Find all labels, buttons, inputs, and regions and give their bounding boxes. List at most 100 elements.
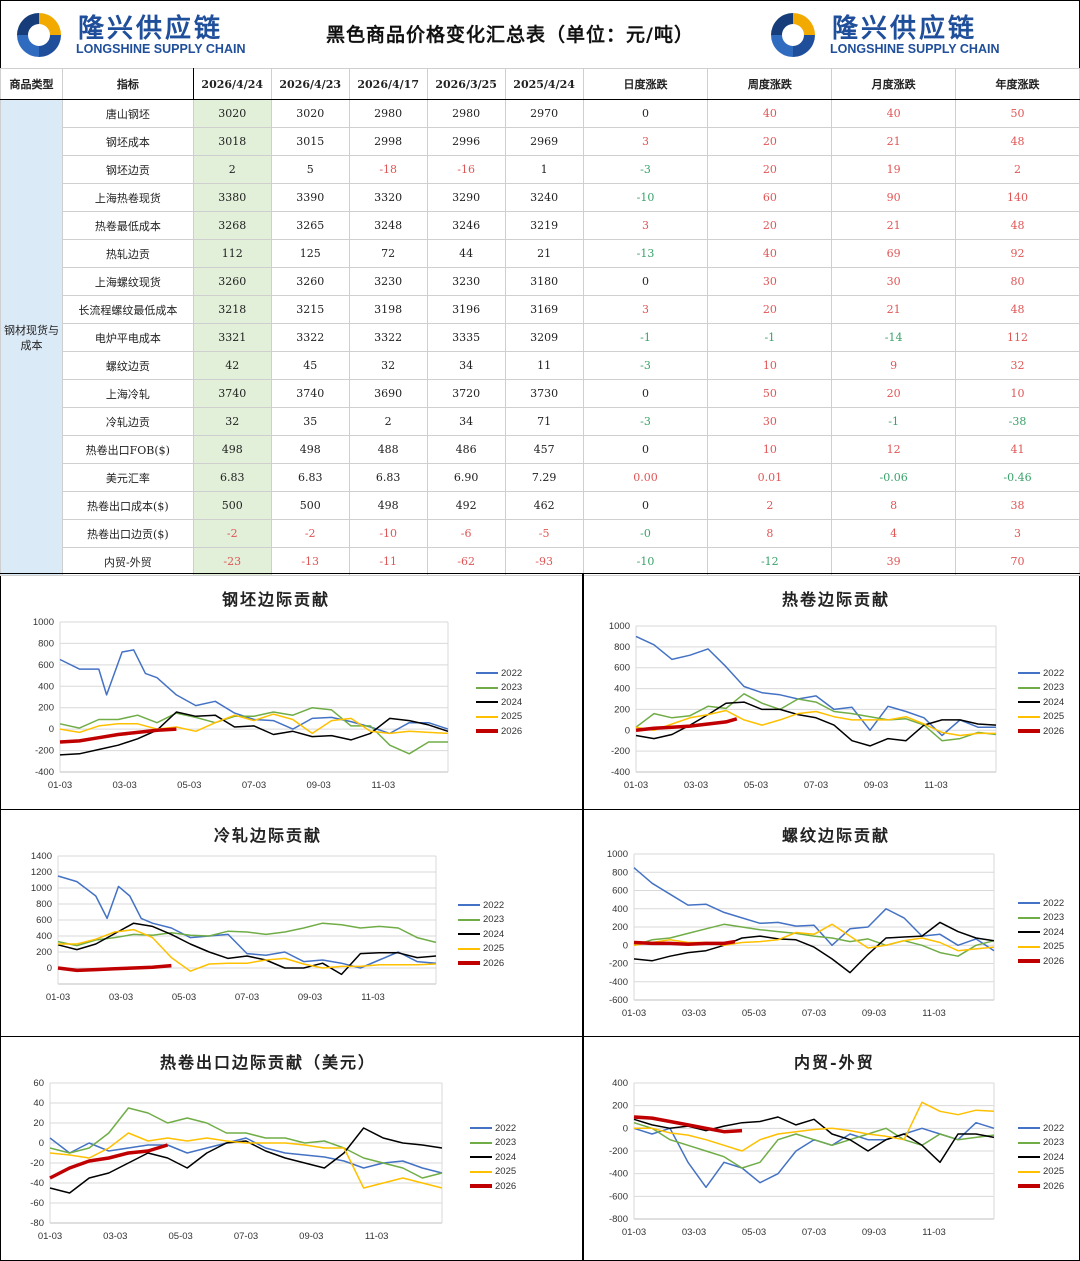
legend-item: 2025 xyxy=(1018,940,1064,955)
value-cell: 7.29 xyxy=(504,463,584,492)
x-tick-label: 09-03 xyxy=(862,1008,886,1019)
legend-label: 2025 xyxy=(1043,1166,1065,1178)
legend-item: 2025 xyxy=(476,710,522,725)
value-cell: 6.83 xyxy=(348,463,428,492)
legend-label: 2022 xyxy=(483,899,505,911)
chart-title: 内贸-外贸 xyxy=(794,1053,875,1072)
change-cell: 30 xyxy=(707,267,833,296)
series-line-2024 xyxy=(49,1127,443,1194)
change-cell: -13 xyxy=(582,239,709,268)
table-row: 长流程螺纹最低成本 3218 3215 3198 3196 3169 3 20 21 48 xyxy=(1,295,1080,324)
series-line-2026 xyxy=(59,727,177,744)
value-cell: 3180 xyxy=(504,267,584,296)
column-header: 2026/4/23 xyxy=(270,68,350,100)
value-cell: 3730 xyxy=(504,379,584,408)
legend-swatch xyxy=(476,701,498,704)
change-cell: 0 xyxy=(582,491,709,520)
legend-item: 2024 xyxy=(1018,925,1064,940)
chart-title: 螺纹边际贡献 xyxy=(782,826,891,845)
x-tick-label: 03-03 xyxy=(682,1008,706,1019)
change-cell: 3 xyxy=(582,127,709,156)
legend-swatch xyxy=(1018,902,1040,905)
legend-item: 2023 xyxy=(458,913,504,928)
y-tick-label: -40 xyxy=(30,1178,44,1189)
series-line-2026 xyxy=(633,939,736,947)
legend-item: 2022 xyxy=(1018,666,1064,681)
indicator-cell: 上海热卷现货 xyxy=(61,183,194,212)
change-cell: -10 xyxy=(582,547,709,576)
table-row: 内贸-外贸 -23 -13 -11 -62 -93 -10 -12 39 70 xyxy=(1,547,1080,576)
column-header: 2026/3/25 xyxy=(426,68,506,100)
change-cell: 12 xyxy=(831,435,957,464)
legend-swatch xyxy=(1018,729,1040,734)
value-cell: 3265 xyxy=(270,211,350,240)
value-cell: 2980 xyxy=(426,99,506,128)
chart-title: 冷轧边际贡献 xyxy=(214,826,323,845)
table-row: 冷轧边贡 32 35 2 34 71 -3 30 -1 -38 xyxy=(1,407,1080,436)
change-cell: 0 xyxy=(582,99,709,128)
legend-swatch xyxy=(1018,945,1040,948)
value-cell: 3321 xyxy=(192,323,272,352)
y-tick-label: 1000 xyxy=(33,617,54,628)
column-header: 2026/4/17 xyxy=(348,68,428,100)
indicator-cell: 上海螺纹现货 xyxy=(61,267,194,296)
indicator-cell: 唐山钢坯 xyxy=(61,99,194,128)
legend-swatch xyxy=(476,686,498,689)
x-tick-label: 03-03 xyxy=(109,992,133,1003)
legend-label: 2024 xyxy=(501,696,523,708)
table-row: 钢坯成本 3018 3015 2998 2996 2969 3 20 21 48 xyxy=(1,127,1080,156)
value-cell: 35 xyxy=(270,407,350,436)
value-cell: 2998 xyxy=(348,127,428,156)
x-tick-label: 07-03 xyxy=(804,780,828,791)
value-cell: 72 xyxy=(348,239,428,268)
y-tick-label: -200 xyxy=(611,746,630,757)
y-tick-label: 0 xyxy=(623,1123,628,1134)
chart-panel-export: 热卷出口边际贡献（美元） -80 -60 -40 -20 0 20 40 60 01-03 03-0… xyxy=(0,1036,582,1261)
legend-swatch xyxy=(1018,1156,1040,1159)
change-cell: 3 xyxy=(955,519,1080,548)
legend-swatch xyxy=(1018,701,1040,704)
change-cell: 21 xyxy=(831,127,957,156)
x-tick-label: 01-03 xyxy=(38,1231,62,1242)
y-tick-label: 800 xyxy=(38,638,54,649)
indicator-cell: 美元汇率 xyxy=(61,463,194,492)
y-tick-label: 800 xyxy=(614,642,630,653)
column-header: 月度涨跌 xyxy=(831,68,957,100)
y-tick-label: 600 xyxy=(614,663,630,674)
change-cell: 2 xyxy=(955,155,1080,184)
legend-label: 2023 xyxy=(1043,682,1065,694)
value-cell: 3290 xyxy=(426,183,506,212)
change-cell: 0.00 xyxy=(582,463,709,492)
y-tick-label: 200 xyxy=(612,922,628,933)
legend-item: 2025 xyxy=(1018,710,1064,725)
legend-label: 2025 xyxy=(483,943,505,955)
chart-svg: -600 -400 -200 0 200 400 600 800 1000 01-03 03-03 0… xyxy=(607,849,995,1019)
value-cell: -2 xyxy=(192,519,272,548)
value-cell: 3020 xyxy=(192,99,272,128)
value-cell: 3230 xyxy=(426,267,506,296)
series-line-2026 xyxy=(57,963,172,973)
series-line-2025 xyxy=(59,713,449,735)
logo-cn-text: 隆兴供应链 xyxy=(832,14,978,44)
column-header: 日度涨跌 xyxy=(582,68,709,100)
legend-item: 2022 xyxy=(458,898,504,913)
value-cell: 500 xyxy=(270,491,350,520)
legend-label: 2025 xyxy=(1043,711,1065,723)
x-tick-label: 11-03 xyxy=(365,1231,389,1242)
x-tick-label: 09-03 xyxy=(307,780,331,791)
series-line-2026 xyxy=(49,1143,169,1180)
chart-title: 钢坯边际贡献 xyxy=(222,590,331,609)
change-cell: 30 xyxy=(707,407,833,436)
change-cell: 40 xyxy=(831,99,957,128)
chart-panel-billet: 钢坯边际贡献 -400 -200 0 200 400 600 800 1000 01-03 03-0… xyxy=(0,573,582,810)
logo-en-text: LONGSHINE SUPPLY CHAIN xyxy=(830,42,1000,56)
series-line-2024 xyxy=(633,921,995,974)
x-tick-label: 01-03 xyxy=(48,780,72,791)
legend-item: 2023 xyxy=(1018,681,1064,696)
value-cell: -13 xyxy=(270,547,350,576)
y-tick-label: -400 xyxy=(35,767,54,778)
x-tick-label: 07-03 xyxy=(802,1008,826,1019)
x-tick-label: 05-03 xyxy=(177,780,201,791)
legend-swatch xyxy=(458,933,480,936)
change-cell: 20 xyxy=(707,211,833,240)
